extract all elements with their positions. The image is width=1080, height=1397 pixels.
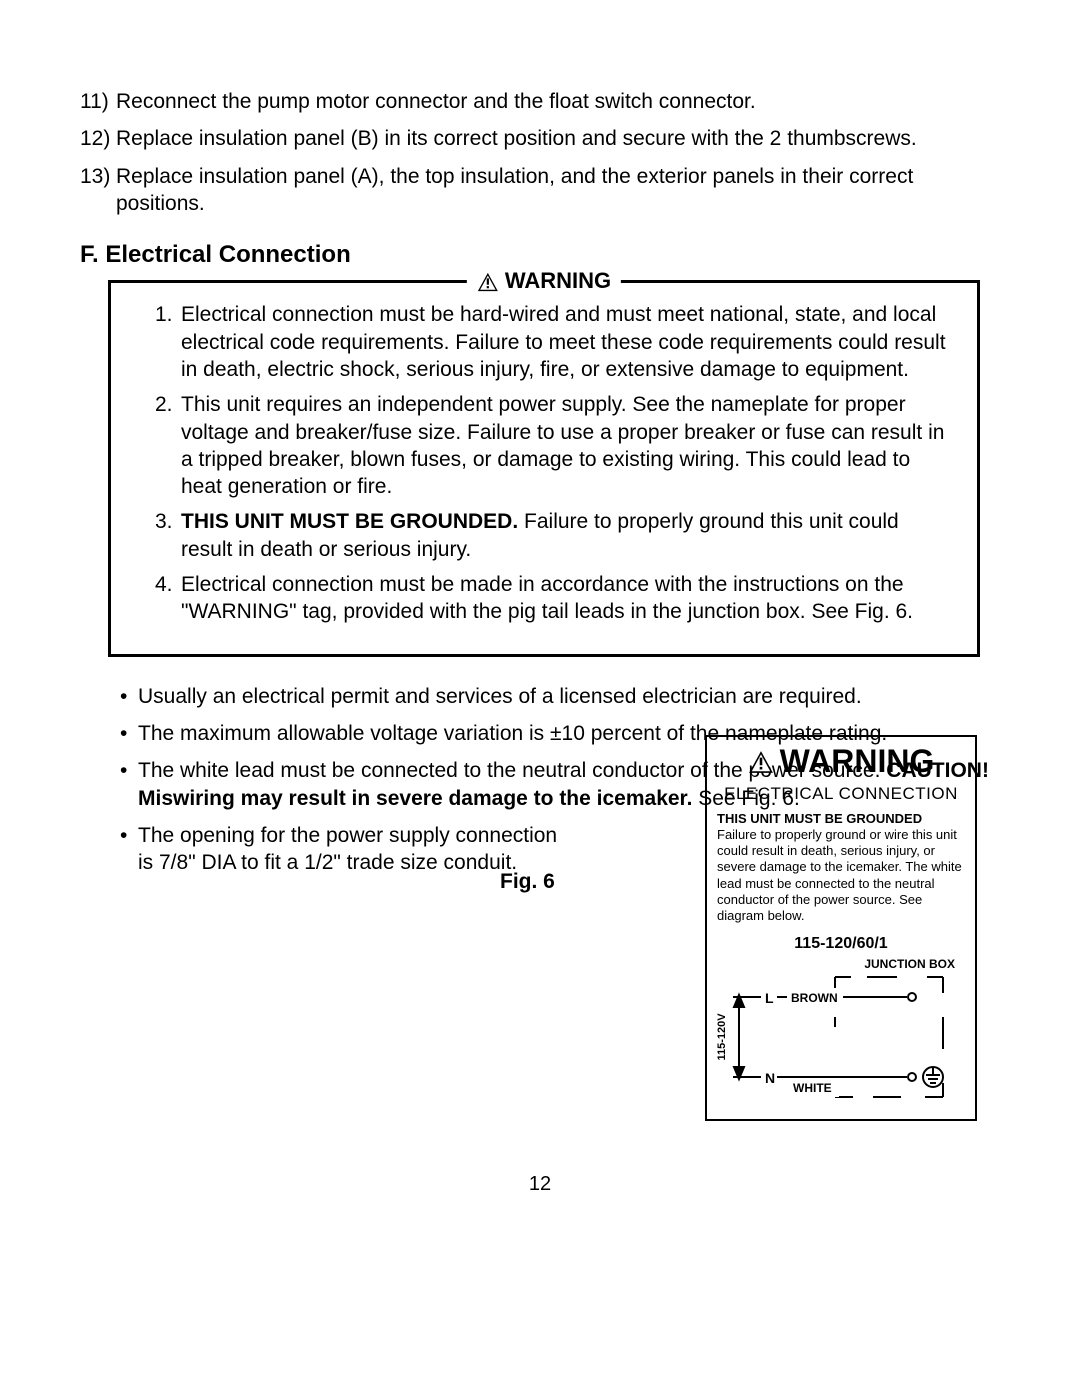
- warning-item-text: Electrical connection must be made in ac…: [181, 571, 953, 626]
- bullet-text: Usually an electrical permit and service…: [138, 683, 862, 710]
- list-item: 13)Replace insulation panel (A), the top…: [80, 163, 1000, 218]
- list-item-text: Replace insulation panel (B) in its corr…: [116, 125, 917, 152]
- page: 11)Reconnect the pump motor connector an…: [0, 0, 1080, 1397]
- warning-triangle-icon: [748, 750, 774, 774]
- warning-box-title: WARNING: [467, 267, 621, 296]
- figure-area: WARNING ELECTRICAL CONNECTION THIS UNIT …: [567, 735, 997, 1121]
- terminal-l-label: L: [765, 990, 774, 1006]
- figure-voltage-spec: 115-120/60/1: [717, 934, 965, 955]
- figure-box: WARNING ELECTRICAL CONNECTION THIS UNIT …: [705, 735, 977, 1121]
- figure-subtitle: ELECTRICAL CONNECTION: [717, 783, 965, 805]
- warning-item: 1.Electrical connection must be hard-wir…: [155, 301, 953, 383]
- warning-item-number: 1.: [155, 301, 181, 383]
- wiring-diagram: JUNCTION BOX: [717, 957, 965, 1107]
- terminal-n-label: N: [765, 1070, 775, 1086]
- junction-box-label: JUNCTION BOX: [864, 957, 955, 973]
- list-item-text: Replace insulation panel (A), the top in…: [116, 163, 1000, 218]
- warning-item-text: Electrical connection must be hard-wired…: [181, 301, 953, 383]
- warning-title-text: WARNING: [505, 267, 611, 296]
- warning-item: 4.Electrical connection must be made in …: [155, 571, 953, 626]
- bullet-dot: •: [120, 683, 138, 710]
- wire-white-label: WHITE: [793, 1081, 832, 1095]
- warning-item: 3.THIS UNIT MUST BE GROUNDED. Failure to…: [155, 508, 953, 563]
- figure-label: Fig. 6: [500, 868, 555, 895]
- list-item-number: 13): [80, 163, 116, 218]
- wiring-diagram-svg: 115-120V L B: [717, 957, 967, 1107]
- numbered-steps-list: 11)Reconnect the pump motor connector an…: [80, 88, 1000, 217]
- warning-item-number: 3.: [155, 508, 181, 563]
- bullet-dot: •: [120, 822, 138, 877]
- bullet-dot: •: [120, 757, 138, 812]
- warning-triangle-icon: [477, 272, 499, 292]
- side-voltage-label: 115-120V: [717, 1013, 728, 1061]
- page-number: 12: [0, 1171, 1080, 1197]
- warning-item-text: THIS UNIT MUST BE GROUNDED. Failure to p…: [181, 508, 953, 563]
- section-heading: F. Electrical Connection: [80, 239, 1000, 270]
- warning-box: WARNING 1.Electrical connection must be …: [108, 280, 980, 656]
- warning-item-text: This unit requires an independent power …: [181, 391, 953, 500]
- bullet-item: •Usually an electrical permit and servic…: [120, 683, 1000, 710]
- figure-warning-text: WARNING: [780, 741, 935, 783]
- figure-body-paragraph: Failure to properly ground or wire this …: [717, 827, 962, 923]
- wire-brown-label: BROWN: [791, 991, 838, 1005]
- figure-warning-header: WARNING: [717, 741, 965, 783]
- list-item: 12)Replace insulation panel (B) in its c…: [80, 125, 1000, 152]
- warning-item: 2.This unit requires an independent powe…: [155, 391, 953, 500]
- list-item-number: 11): [80, 88, 116, 115]
- list-item-number: 12): [80, 125, 116, 152]
- figure-grounded-bold: THIS UNIT MUST BE GROUNDED: [717, 811, 922, 826]
- list-item: 11)Reconnect the pump motor connector an…: [80, 88, 1000, 115]
- figure-body-text: THIS UNIT MUST BE GROUNDED Failure to pr…: [717, 811, 965, 925]
- warning-items-list: 1.Electrical connection must be hard-wir…: [135, 301, 953, 625]
- bullet-dot: •: [120, 720, 138, 747]
- list-item-text: Reconnect the pump motor connector and t…: [116, 88, 756, 115]
- warning-item-number: 2.: [155, 391, 181, 500]
- warning-item-number: 4.: [155, 571, 181, 626]
